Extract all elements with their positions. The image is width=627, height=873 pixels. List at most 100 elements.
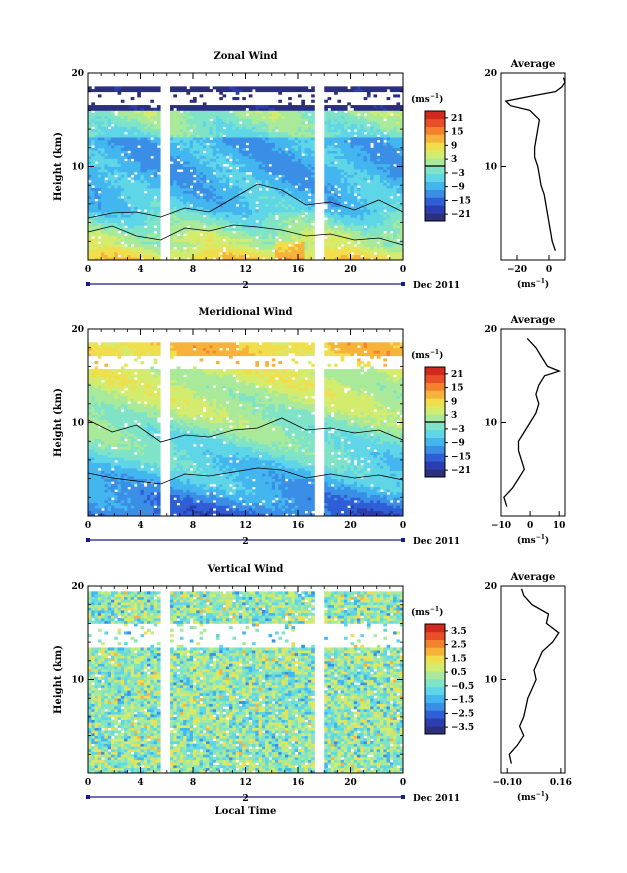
heatmap-cell — [334, 115, 338, 119]
heatmap-cell — [199, 137, 204, 141]
heatmap-cell — [386, 201, 391, 205]
heatmap-cell — [124, 150, 128, 154]
heatmap-cell — [324, 198, 328, 202]
heatmap-cell — [248, 118, 253, 122]
heatmap-cell — [238, 129, 243, 133]
heatmap-cell — [245, 182, 250, 186]
heatmap-cell — [114, 201, 118, 205]
heatmap-cell — [189, 123, 194, 127]
heatmap-cell — [225, 193, 230, 197]
heatmap-cell — [284, 150, 289, 154]
heatmap-cell — [219, 230, 223, 234]
heatmap-cell — [284, 145, 289, 149]
heatmap-cell — [294, 238, 299, 242]
heatmap-cell — [193, 185, 197, 189]
heatmap-cell — [304, 169, 309, 173]
heatmap-cell — [327, 209, 332, 213]
heatmap-cell — [327, 134, 332, 138]
heatmap-cell — [288, 89, 292, 93]
heatmap-cell — [288, 217, 292, 221]
heatmap-cell — [97, 179, 102, 183]
heatmap-cell — [284, 174, 289, 178]
heatmap-cell — [189, 142, 194, 146]
heatmap-cell — [107, 110, 112, 114]
heatmap-cell — [124, 238, 128, 242]
heatmap-cell — [147, 161, 151, 165]
heatmap-cell — [268, 139, 273, 143]
heatmap-cell — [206, 105, 210, 109]
heatmap-cell — [265, 123, 269, 127]
heatmap-cell — [156, 203, 161, 207]
heatmap-cell — [107, 217, 112, 221]
heatmap-cell — [147, 105, 151, 109]
heatmap-cell — [114, 227, 118, 232]
heatmap-cell — [133, 238, 138, 242]
heatmap-cell — [206, 227, 210, 232]
heatmap-cell — [275, 182, 279, 186]
heatmap-cell — [199, 107, 204, 111]
heatmap-cell — [140, 182, 145, 186]
heatmap-cell — [357, 171, 361, 175]
heatmap-cell — [376, 115, 381, 119]
heatmap-cell — [238, 171, 243, 175]
heatmap-cell — [327, 153, 332, 157]
heatmap-cell — [281, 113, 286, 117]
heatmap-cell — [91, 131, 95, 135]
heatmap-cell — [140, 123, 145, 127]
heatmap-cell — [268, 206, 273, 210]
heatmap-cell — [294, 195, 299, 199]
heatmap-cell — [337, 190, 342, 194]
heatmap-cell — [376, 246, 381, 250]
heatmap-cell — [330, 86, 335, 90]
heatmap-cell — [229, 131, 233, 135]
heatmap-cell — [288, 97, 292, 101]
heatmap-cell — [199, 230, 204, 234]
heatmap-cell — [340, 227, 345, 232]
heatmap-cell — [383, 227, 387, 232]
heatmap-cell — [189, 198, 194, 202]
heatmap-cell — [360, 126, 365, 130]
heatmap-cell — [261, 198, 266, 202]
heatmap-cell — [186, 113, 191, 117]
heatmap-cell — [193, 222, 197, 226]
heatmap-cell — [255, 126, 260, 130]
heatmap-cell — [370, 150, 374, 154]
heatmap-cell — [219, 211, 223, 215]
heatmap-cell — [340, 110, 345, 114]
heatmap-cell — [334, 195, 338, 199]
heatmap-cell — [209, 155, 214, 159]
heatmap-cell — [376, 179, 381, 183]
heatmap-cell — [284, 198, 289, 202]
heatmap-cell — [179, 107, 184, 111]
heatmap-cell — [284, 126, 289, 130]
heatmap-cell — [133, 225, 138, 229]
heatmap-cell — [380, 211, 384, 215]
heatmap-cell — [215, 217, 220, 221]
heatmap-cell — [179, 233, 184, 237]
heatmap-cell — [265, 147, 269, 151]
heatmap-cell — [153, 246, 158, 250]
heatmap-cell — [291, 238, 296, 242]
heatmap-cell — [291, 118, 296, 122]
heatmap-cell — [370, 153, 374, 157]
heatmap-cell — [281, 187, 286, 191]
heatmap-cell — [88, 166, 92, 170]
heatmap-cell — [284, 206, 289, 210]
heatmap-cell — [206, 243, 210, 248]
heatmap-cell — [261, 131, 266, 135]
heatmap-cell — [330, 195, 335, 199]
heatmap-cell — [347, 123, 351, 127]
heatmap-cell — [104, 153, 109, 157]
heatmap-cell — [229, 121, 233, 125]
heatmap-cell — [268, 187, 273, 191]
heatmap-cell — [330, 246, 335, 250]
heatmap-cell — [219, 193, 223, 197]
heatmap-cell — [150, 227, 155, 232]
heatmap-cell — [340, 214, 345, 218]
heatmap-cell — [110, 131, 115, 135]
heatmap-cell — [120, 166, 125, 170]
heatmap-cell — [156, 222, 161, 226]
heatmap-cell — [301, 193, 305, 197]
heatmap-cell — [284, 225, 289, 229]
heatmap-cell — [117, 238, 122, 242]
